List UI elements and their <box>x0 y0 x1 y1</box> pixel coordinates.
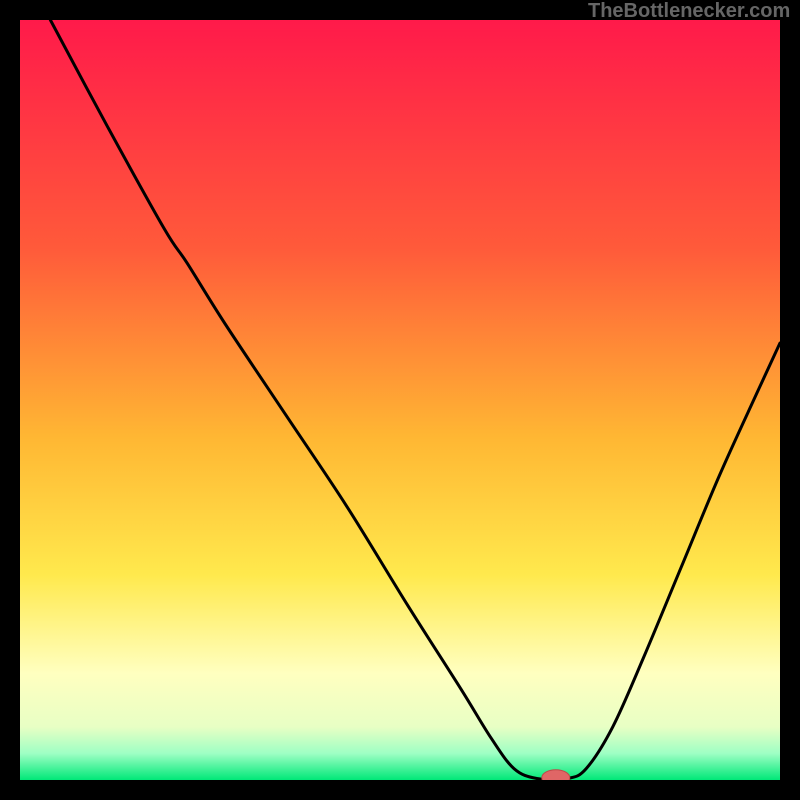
bottleneck-chart <box>0 0 800 800</box>
plot-background <box>20 20 780 780</box>
frame-left <box>0 0 20 800</box>
frame-bottom <box>0 780 800 800</box>
frame-right <box>780 0 800 800</box>
watermark-text: TheBottlenecker.com <box>588 0 790 23</box>
